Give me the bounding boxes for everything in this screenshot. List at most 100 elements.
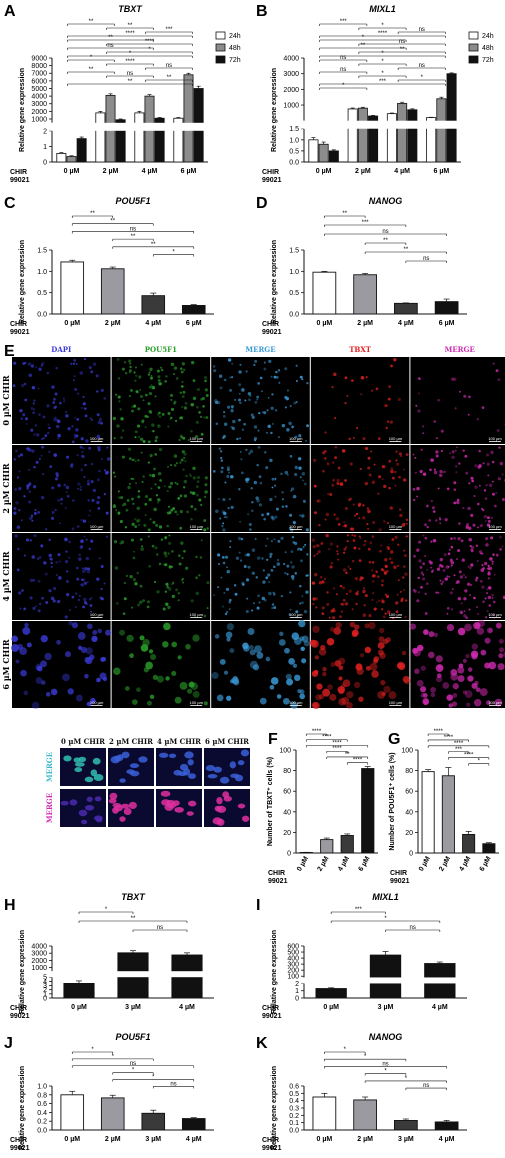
cell-nucleus: [214, 400, 219, 405]
y-tick-label: 20: [283, 830, 291, 837]
cell-nucleus: [150, 653, 157, 661]
y-tick-label: 1000: [283, 103, 299, 110]
cell-nucleus: [45, 692, 51, 697]
cell-nucleus: [259, 376, 263, 380]
cell-nucleus: [129, 365, 132, 369]
cell-nucleus: [232, 419, 236, 424]
cell-nucleus: [156, 369, 160, 373]
cell-nucleus: [342, 525, 345, 528]
cell-nucleus: [422, 693, 428, 698]
cell-nucleus: [269, 555, 272, 558]
cell-nucleus: [457, 675, 465, 683]
cell-nucleus: [152, 520, 156, 525]
cell-nucleus: [387, 610, 391, 614]
cell-nucleus: [455, 581, 458, 585]
cell-nucleus: [334, 660, 342, 667]
cell-nucleus: [81, 454, 85, 458]
cell-nucleus: [80, 406, 83, 410]
bar: [394, 302, 418, 315]
cell-nucleus: [113, 540, 118, 544]
y-tick-label: 5: [43, 975, 47, 982]
cell-nucleus: [322, 671, 327, 677]
cell-nucleus: [329, 542, 333, 546]
cell-nucleus: [35, 433, 40, 437]
cell-nucleus: [96, 500, 100, 505]
cell-nucleus: [479, 523, 483, 528]
bar: [328, 150, 339, 163]
cell-nucleus: [230, 505, 234, 509]
cell-nucleus: [360, 376, 365, 380]
y-tick-label: 0: [295, 996, 299, 1003]
cell-nucleus: [152, 430, 155, 433]
cell-nucleus: [144, 393, 148, 397]
cell-nucleus: [465, 616, 468, 619]
cell-nucleus: [439, 557, 444, 562]
cell-nucleus: [402, 675, 410, 683]
chir-label-line2: 99021: [262, 1013, 282, 1020]
cell-nucleus: [311, 538, 315, 542]
cell-nucleus: [129, 388, 134, 392]
chir-label-line2: 99021: [390, 878, 410, 885]
cell-nucleus: [132, 502, 135, 505]
y-tick-label: 0.0: [289, 312, 299, 319]
cell-nucleus: [294, 572, 298, 575]
cell-nucleus: [173, 366, 178, 370]
cell-nucleus: [292, 521, 296, 525]
cell-nucleus: [218, 374, 223, 378]
cell-nucleus: [75, 592, 78, 595]
cell-nucleus: [419, 565, 423, 569]
cell-nucleus: [156, 553, 159, 556]
zoom-cell: [86, 796, 93, 802]
cell-nucleus: [226, 610, 229, 613]
cell-nucleus: [426, 568, 429, 571]
cell-nucleus: [133, 371, 136, 374]
microscopy-tile: [211, 445, 310, 532]
cell-nucleus: [185, 474, 188, 478]
zoom-cell: [207, 773, 218, 779]
cell-nucleus: [171, 594, 176, 599]
cell-nucleus: [182, 468, 185, 471]
cell-nucleus: [409, 623, 417, 630]
cell-nucleus: [446, 612, 449, 615]
cell-nucleus: [381, 478, 384, 481]
cell-nucleus: [497, 663, 505, 671]
cell-nucleus: [259, 697, 267, 705]
cell-nucleus: [297, 457, 302, 461]
zoom-column-label: 4 µM CHIR: [157, 737, 201, 746]
chart-title: TBXT: [118, 4, 143, 14]
cell-nucleus: [399, 513, 403, 518]
cell-nucleus: [368, 621, 376, 630]
cell-nucleus: [19, 408, 23, 413]
cell-nucleus: [241, 388, 245, 392]
cell-nucleus: [46, 404, 50, 408]
chir-label: CHIR: [268, 870, 285, 877]
cell-nucleus: [258, 503, 263, 507]
cell-nucleus: [87, 623, 93, 630]
cell-nucleus: [395, 450, 398, 453]
cell-nucleus: [323, 577, 327, 581]
cell-nucleus: [80, 539, 84, 543]
microscopy-tile: [211, 357, 310, 444]
cell-nucleus: [267, 396, 270, 399]
y-tick-label: 0.5: [289, 1091, 299, 1098]
cell-nucleus: [190, 360, 195, 365]
cell-nucleus: [358, 535, 361, 538]
cell-nucleus: [471, 479, 475, 483]
legend-label: 24h: [482, 33, 494, 40]
cell-nucleus: [322, 688, 331, 697]
cell-nucleus: [371, 580, 375, 583]
cell-nucleus: [424, 592, 427, 596]
cell-nucleus: [33, 433, 36, 436]
cell-nucleus: [15, 659, 20, 664]
cell-nucleus: [55, 561, 58, 564]
cell-nucleus: [154, 453, 158, 456]
cell-nucleus: [466, 523, 469, 526]
cell-nucleus: [390, 561, 394, 565]
cell-nucleus: [98, 469, 101, 473]
cell-nucleus: [379, 627, 385, 634]
y-axis-label: Relative gene expression: [271, 240, 278, 324]
cell-nucleus: [176, 482, 179, 486]
cell-nucleus: [442, 568, 446, 572]
